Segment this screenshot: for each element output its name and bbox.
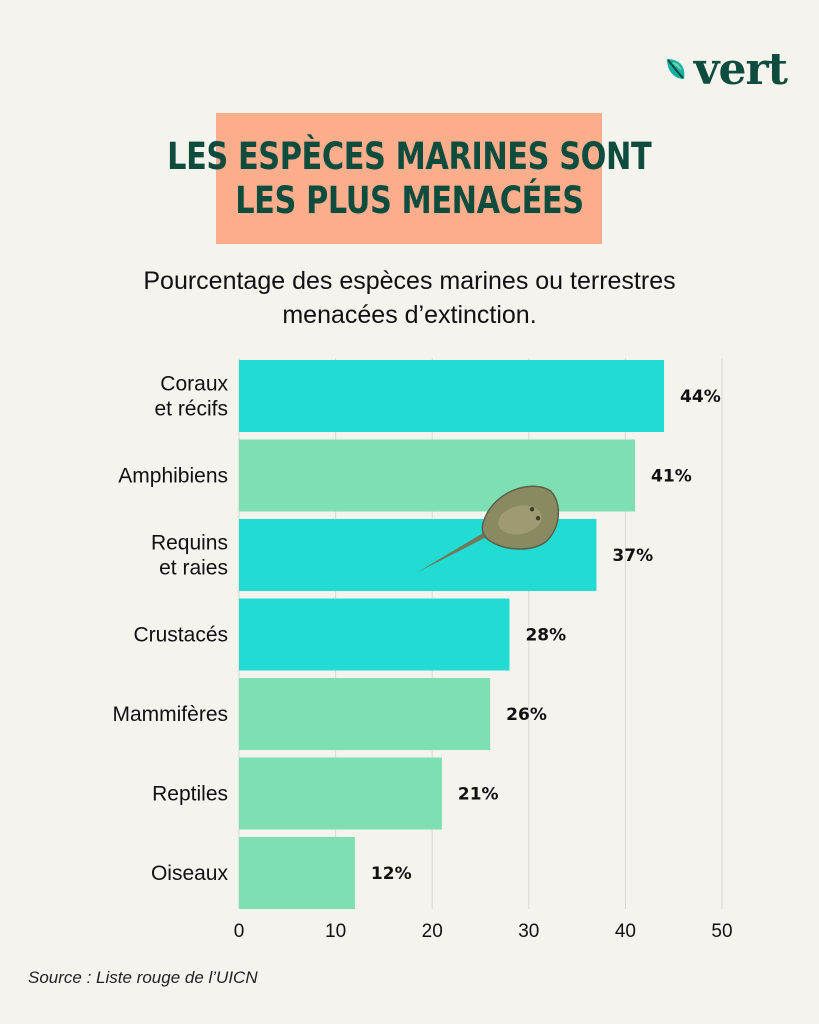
bar [239, 598, 510, 671]
bar [239, 757, 442, 830]
leaf-icon [666, 58, 685, 79]
category-label: Mammifères [112, 703, 228, 726]
subtitle-line-1: Pourcentage des espèces marines ou terre… [143, 267, 676, 295]
category-label: Reptiles [152, 783, 228, 806]
value-label: 37% [612, 546, 653, 566]
x-tick-label: 20 [422, 921, 443, 942]
title-line-2: LES PLUS MENACÉES [234, 178, 584, 222]
value-label: 12% [371, 864, 412, 884]
value-label: 21% [458, 785, 499, 805]
value-label: 44% [680, 387, 721, 407]
x-tick-label: 0 [234, 921, 245, 942]
x-tick-label: 40 [615, 921, 636, 942]
stingray-icon [416, 485, 560, 573]
x-tick-label: 50 [711, 921, 732, 942]
logo-text: vert [693, 44, 788, 95]
chart-subtitle: Pourcentage des espèces marines ou terre… [0, 264, 819, 332]
title-box: LES ESPÈCES MARINES SONT LES PLUS MENACÉ… [167, 113, 652, 244]
bar [239, 360, 665, 432]
value-label: 26% [506, 705, 547, 725]
bar [239, 837, 355, 909]
value-label: 41% [651, 467, 692, 487]
category-label: Amphibiens [118, 465, 228, 488]
category-label: Requins et raies [151, 532, 228, 580]
category-label: Oiseaux [151, 862, 229, 885]
category-label: Coraux et récifs [154, 373, 228, 421]
category-label: Crustacés [133, 624, 228, 647]
logo: vert [664, 44, 788, 95]
source-note: Source : Liste rouge de l’UICN [28, 968, 258, 987]
bar [239, 678, 491, 750]
value-label: 28% [525, 626, 566, 646]
x-tick-label: 30 [518, 921, 539, 942]
subtitle-line-2: menacées d’extinction. [282, 301, 537, 329]
x-tick-label: 10 [325, 921, 346, 942]
bar [239, 439, 636, 512]
title-line-1: LES ESPÈCES MARINES SONT [166, 134, 652, 178]
